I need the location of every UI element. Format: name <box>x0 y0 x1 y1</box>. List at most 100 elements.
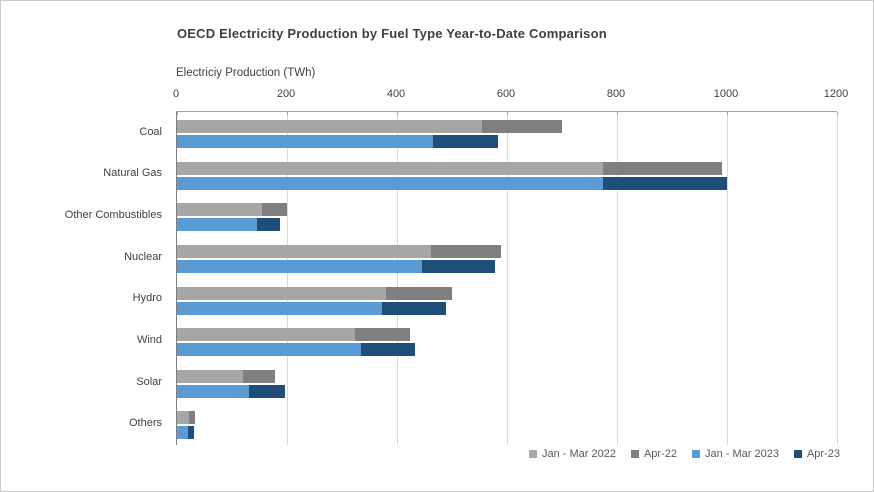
category-label: Wind <box>136 333 162 346</box>
bar-segment <box>603 161 722 175</box>
bar-segment <box>177 244 432 258</box>
axis-tick <box>287 112 288 115</box>
chart-title: OECD Electricity Production by Fuel Type… <box>177 26 607 41</box>
bar-segment <box>482 120 562 133</box>
bar-segment <box>256 218 281 232</box>
bar-2023 <box>177 343 837 357</box>
bar-segment <box>188 426 195 440</box>
bar-2022 <box>177 411 837 425</box>
legend-item: Jan - Mar 2023 <box>691 448 779 460</box>
legend-label: Jan - Mar 2023 <box>704 448 779 460</box>
x-axis-tick-labels: 0 200 400 600 800 1000 1200 <box>173 88 848 102</box>
category-label: Nuclear <box>124 250 162 263</box>
bar-2023 <box>177 426 837 440</box>
bar-segment <box>177 161 604 175</box>
legend-item: Apr-23 <box>793 448 840 460</box>
bar-2023 <box>177 135 837 148</box>
bar-2023 <box>177 259 837 273</box>
bar-segment <box>421 259 495 273</box>
bar-segment <box>177 369 243 383</box>
bar-2023 <box>177 218 837 232</box>
bar-segment <box>354 328 410 342</box>
bar-row <box>177 279 837 321</box>
plot-area <box>176 111 838 445</box>
bar-2022 <box>177 328 837 342</box>
bar-segment <box>360 343 415 357</box>
legend-swatch <box>793 450 802 458</box>
legend-swatch <box>691 450 700 458</box>
bar-2022 <box>177 161 837 175</box>
bar-row <box>177 154 837 196</box>
bar-2023 <box>177 301 837 315</box>
bar-2022 <box>177 203 837 217</box>
bar-segment <box>177 411 190 425</box>
bar-segment <box>386 286 452 300</box>
x-tick-label: 400 <box>386 88 406 100</box>
bar-segment <box>177 259 422 273</box>
bar-segment <box>248 384 286 398</box>
legend-swatch <box>630 450 639 458</box>
bar-row <box>177 112 837 154</box>
bar-segment <box>177 203 263 217</box>
legend-label: Jan - Mar 2022 <box>541 448 616 460</box>
bar-segment <box>431 244 502 258</box>
bar-segment <box>177 120 483 133</box>
bar-segment <box>382 301 447 315</box>
axis-tick <box>507 112 508 115</box>
x-tick-label: 800 <box>606 88 626 100</box>
axis-tick <box>837 112 838 115</box>
x-axis-title: Electriciy Production (TWh) <box>176 67 316 79</box>
axis-tick <box>617 112 618 115</box>
gridline <box>727 112 728 445</box>
category-label: Natural Gas <box>103 167 162 180</box>
x-tick-label: 200 <box>276 88 296 100</box>
category-axis-labels: Coal Natural Gas Other Combustibles Nuclear… <box>1 111 162 444</box>
bar-row <box>177 362 837 404</box>
category-label: Others <box>128 417 162 430</box>
bar-segment <box>177 301 383 315</box>
gridline <box>617 112 618 445</box>
gridline <box>287 112 288 445</box>
x-tick-label: 1000 <box>713 88 739 100</box>
category-label: Coal <box>139 125 162 138</box>
bar-segment <box>177 426 188 440</box>
bar-row <box>177 237 837 279</box>
bar-2022 <box>177 244 837 258</box>
category-label: Solar <box>136 375 162 388</box>
bar-segment <box>177 286 386 300</box>
bar-segment <box>177 343 361 357</box>
category-label: Hydro <box>132 292 162 305</box>
gridline <box>507 112 508 445</box>
bar-row <box>177 403 837 445</box>
bar-segment <box>189 411 195 425</box>
bar-row <box>177 195 837 237</box>
axis-tick <box>177 112 178 115</box>
gridline <box>837 112 838 445</box>
legend-item: Apr-22 <box>630 448 677 460</box>
legend: Jan - Mar 2022 Apr-22 Jan - Mar 2023 Apr-23 <box>528 448 840 460</box>
axis-tick <box>727 112 728 115</box>
legend-label: Apr-23 <box>806 448 840 460</box>
x-tick-label: 600 <box>496 88 516 100</box>
bar-segment <box>262 203 287 217</box>
legend-item: Jan - Mar 2022 <box>528 448 616 460</box>
bar-segment <box>177 135 433 148</box>
bar-segment <box>177 218 257 232</box>
bar-2022 <box>177 286 837 300</box>
category-label: Other Combustibles <box>64 209 162 222</box>
x-tick-label: 1200 <box>823 88 849 100</box>
axis-tick <box>397 112 398 115</box>
bar-2022 <box>177 120 837 133</box>
bar-2022 <box>177 369 837 383</box>
legend-swatch <box>528 450 537 458</box>
bar-segment <box>432 135 498 148</box>
bar-segment <box>603 176 727 190</box>
bar-segment <box>243 369 275 383</box>
gridline <box>397 112 398 445</box>
legend-label: Apr-22 <box>643 448 677 460</box>
bar-segment <box>177 384 249 398</box>
bar-segment <box>177 176 604 190</box>
bar-2023 <box>177 384 837 398</box>
bar-row <box>177 320 837 362</box>
